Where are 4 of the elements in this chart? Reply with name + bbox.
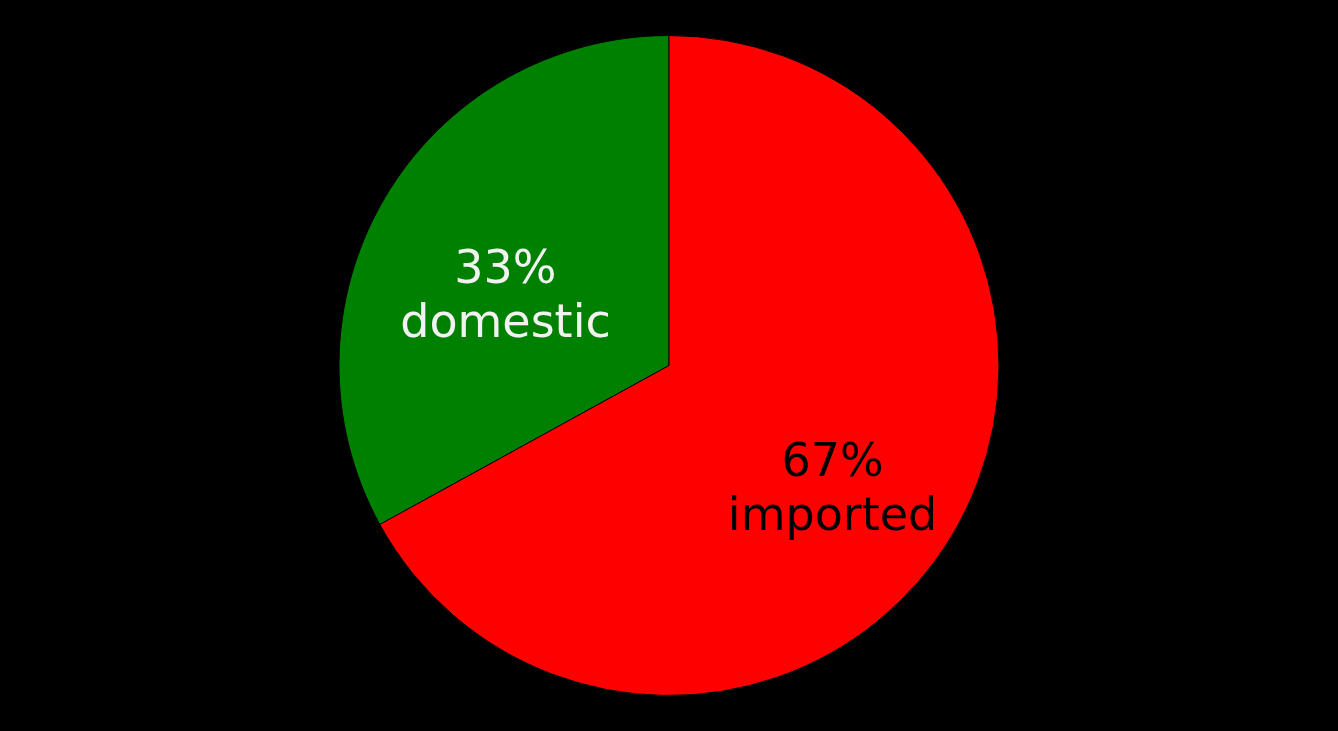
slice-label: imported (727, 487, 938, 542)
data-label: 33% (454, 239, 557, 294)
slice-label: domestic (400, 293, 611, 348)
data-label: 67% (781, 433, 884, 488)
